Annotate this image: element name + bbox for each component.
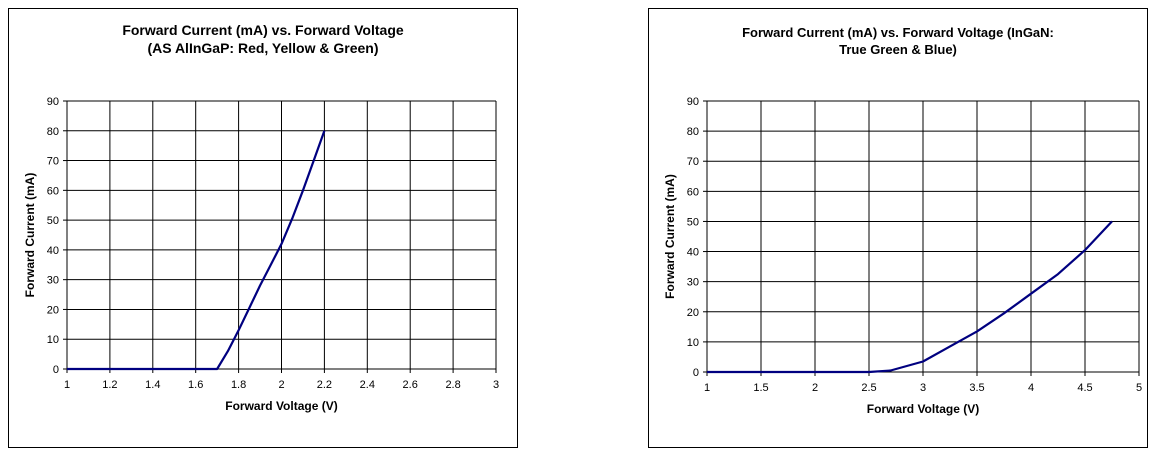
y-tick-label: 90 <box>47 96 59 108</box>
x-tick-label: 2 <box>812 382 818 394</box>
chart-title-line-1: Forward Current (mA) vs. Forward Voltage <box>122 22 404 38</box>
y-tick-label: 40 <box>687 247 699 259</box>
chart-title-line-2: (AS AlInGaP: Red, Yellow & Green) <box>147 40 379 56</box>
y-tick-label: 80 <box>47 126 59 138</box>
chart-plot-1: 1 1.2 1.4 1.6 1.8 2 2.2 2.4 2.6 2.8 30102030405060… <box>23 96 499 413</box>
y-tick-label: 40 <box>47 245 59 257</box>
x-tick-label: 2 <box>278 379 284 391</box>
chart-title-line-2: True Green & Blue) <box>839 42 957 57</box>
x-tick-label: 2.2 <box>317 379 332 391</box>
chart-panel-2: Forward Current (mA) vs. Forward Voltage… <box>648 8 1148 448</box>
x-tick-label: 5 <box>1136 382 1142 394</box>
x-tick-label: 1 <box>64 379 70 391</box>
chart-plot-2: 1 1.5 2 2.5 3 3.5 4 4.5 50102030405060708090Forw… <box>663 96 1142 416</box>
x-tick-label: 4.5 <box>1077 382 1092 394</box>
x-tick-label: 1.8 <box>231 379 246 391</box>
y-tick-label: 70 <box>687 156 699 168</box>
x-axis-label: Forward Voltage (V) <box>225 399 337 413</box>
y-tick-label: 30 <box>687 277 699 289</box>
y-tick-label: 30 <box>47 275 59 287</box>
y-tick-label: 50 <box>687 216 699 228</box>
y-tick-label: 0 <box>693 367 699 379</box>
x-tick-label: 1 <box>704 382 710 394</box>
series-line-1 <box>707 220 1113 374</box>
y-tick-label: 60 <box>687 186 699 198</box>
x-tick-label: 2.6 <box>403 379 418 391</box>
x-tick-label: 1.2 <box>102 379 117 391</box>
series-line-1 <box>67 130 326 371</box>
x-axis-label: Forward Voltage (V) <box>867 402 979 416</box>
y-tick-label: 20 <box>47 304 59 316</box>
y-axis-label: Forward Current (mA) <box>663 174 677 299</box>
chart-title-line-1: Forward Current (mA) vs. Forward Voltage… <box>742 25 1054 40</box>
y-tick-label: 80 <box>687 126 699 138</box>
x-tick-label: 3 <box>920 382 926 394</box>
chart-panel-1: Forward Current (mA) vs. Forward Voltage… <box>8 8 518 448</box>
y-tick-label: 10 <box>47 334 59 346</box>
x-tick-label: 2.5 <box>861 382 876 394</box>
y-axis-label: Forward Current (mA) <box>23 173 37 298</box>
y-tick-label: 20 <box>687 307 699 319</box>
chart-title: Forward Current (mA) vs. Forward Voltage… <box>9 21 517 57</box>
x-tick-label: 3.5 <box>969 382 984 394</box>
x-tick-label: 1.4 <box>145 379 160 391</box>
x-tick-label: 2.8 <box>445 379 460 391</box>
x-tick-label: 3 <box>493 379 499 391</box>
x-tick-label: 4 <box>1028 382 1034 394</box>
x-tick-label: 1.6 <box>188 379 203 391</box>
y-tick-label: 70 <box>47 156 59 168</box>
y-tick-label: 50 <box>47 215 59 227</box>
x-tick-label: 2.4 <box>360 379 375 391</box>
y-tick-label: 60 <box>47 185 59 197</box>
y-tick-label: 90 <box>687 96 699 108</box>
y-tick-label: 10 <box>687 337 699 349</box>
chart-title: Forward Current (mA) vs. Forward Voltage… <box>649 24 1147 58</box>
x-tick-label: 1.5 <box>753 382 768 394</box>
y-tick-label: 0 <box>53 364 59 376</box>
